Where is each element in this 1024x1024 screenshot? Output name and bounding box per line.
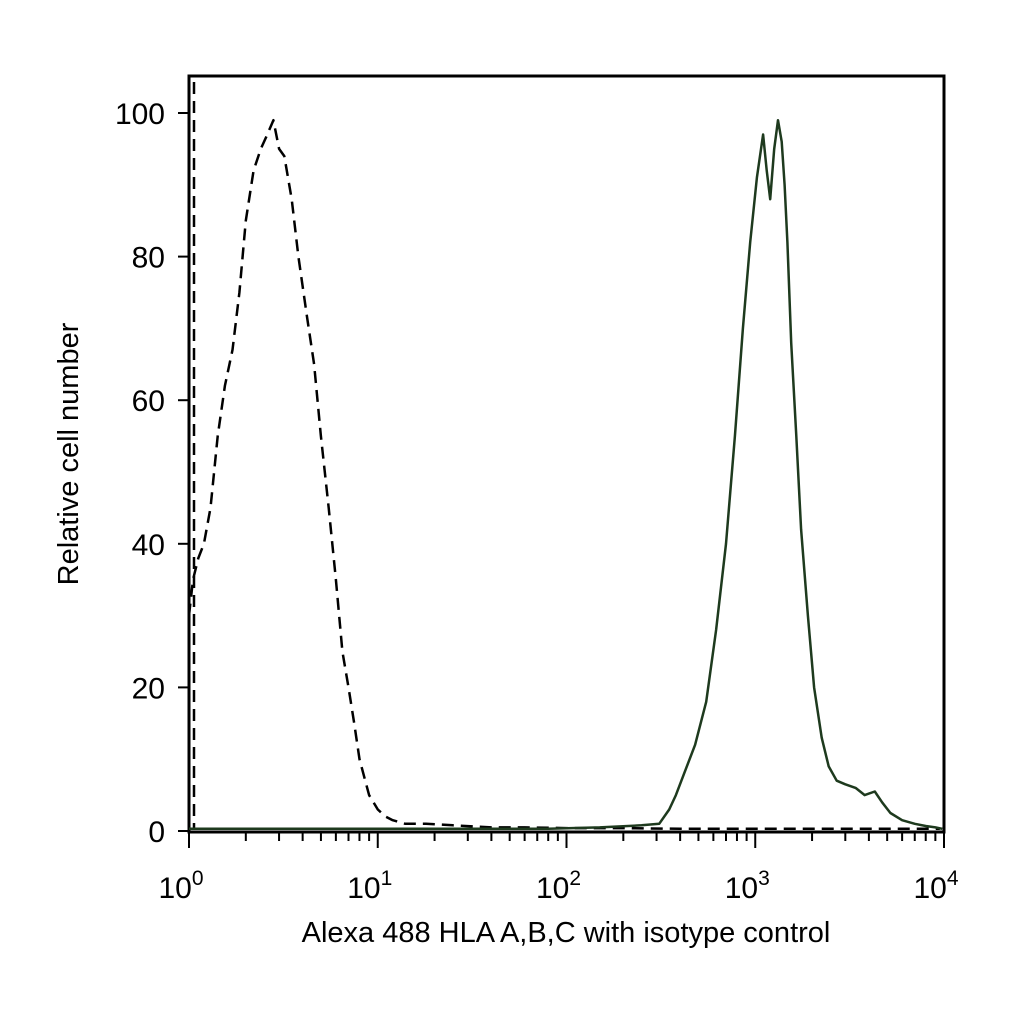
x-axis-ticks: 100 101 102 103 104 (158, 832, 959, 905)
x-tick-label: 104 (913, 867, 958, 905)
x-axis-title: Alexa 488 HLA A,B,C with isotype control (302, 917, 831, 949)
x-tick-label: 102 (536, 867, 581, 905)
y-tick-label: 80 (132, 242, 165, 275)
y-axis-title: Relative cell number (53, 322, 85, 585)
y-axis-ticks: 0 20 40 60 80 100 (115, 98, 189, 849)
x-tick-label: 101 (347, 867, 392, 905)
y-tick-label: 20 (132, 672, 165, 705)
y-tick-label: 40 (132, 529, 165, 562)
hla-abc-line (189, 118, 943, 831)
y-tick-label: 0 (148, 816, 165, 849)
x-tick-label: 100 (158, 867, 203, 905)
plot-frame (187, 74, 946, 834)
y-tick-label: 60 (132, 385, 165, 418)
isotype-control-line (187, 118, 940, 831)
x-tick-label: 103 (725, 867, 770, 905)
y-tick-label: 100 (115, 98, 165, 131)
series-layer (187, 82, 943, 831)
